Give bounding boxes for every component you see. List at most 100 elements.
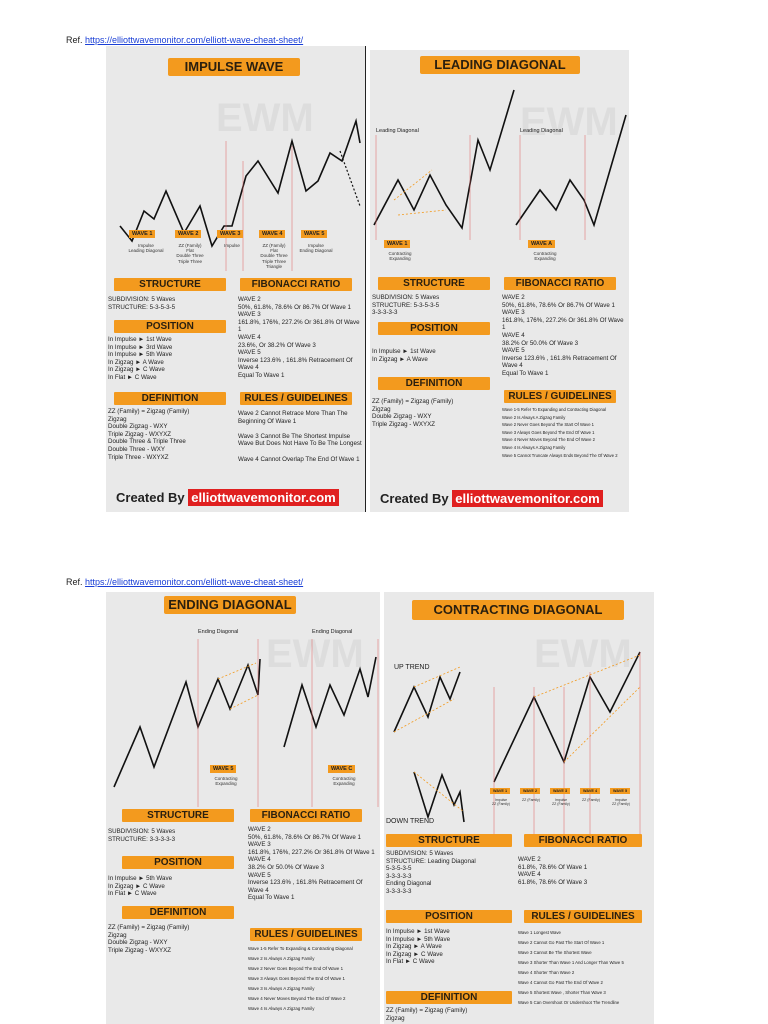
wave-sub: Impulse ZZ (Family): [552, 798, 570, 806]
leading-diagonal-panel: EWM LEADING DIAGONAL Leading Diagonal Le…: [370, 50, 629, 512]
ref-link[interactable]: https://elliottwavemonitor.com/elliott-w…: [85, 35, 304, 45]
chart-title: Ending Diagonal: [198, 629, 239, 635]
watermark: EWM: [266, 632, 364, 676]
rules-heading: RULES / GUIDELINES: [240, 392, 352, 405]
watermark: EWM: [534, 632, 632, 676]
position-heading: POSITION: [378, 322, 490, 335]
created-by: Created By elliottwavemonitor.com: [116, 489, 339, 506]
wave-label: WAVE 3: [217, 230, 244, 238]
definition-text: ZZ (Family) = Zigzag (Family) Zigzag Dou…: [372, 398, 454, 428]
reference-line: Ref. https://elliottwavemonitor.com/elli…: [66, 35, 303, 45]
rules-text: Wave 1-5 Refer To Expanding & Contractin…: [248, 946, 353, 1011]
wave-label: WAVE 3: [550, 788, 571, 794]
up-trend-label: UP TREND: [394, 664, 430, 671]
down-trend-label: DOWN TREND: [386, 818, 435, 825]
wave-sub: ZZ (Family): [522, 798, 540, 802]
definition-heading: DEFINITION: [378, 377, 490, 390]
wave-label: WAVE A: [528, 240, 556, 248]
fib-text: WAVE 2 50%, 61.8%, 78.6% Or 86.7% Of Wav…: [238, 296, 360, 379]
wave-label: WAVE 5: [301, 230, 328, 238]
rules-text: Wave 2 Cannot Retrace More Than The Begi…: [238, 410, 362, 463]
structure-text: SUBDIVISION: 5 Waves STRUCTURE: 5-3-5-3-…: [108, 296, 176, 311]
structure-text: SUBDIVISION: 5 Waves STRUCTURE: 3-3-3-3-…: [108, 828, 176, 843]
wave-label: WAVE 1: [384, 240, 411, 248]
rules-text: Wave 1-5 Refer To Expanding and Contract…: [502, 407, 618, 458]
ref-label: Ref.: [66, 35, 83, 45]
watermark: EWM: [520, 100, 618, 144]
position-text: In Impulse ► 1st Wave In Zigzag ► A Wave: [372, 348, 436, 363]
definition-text: ZZ (Family) = Zigzag (Family) Zigzag: [386, 1007, 468, 1022]
chart-title: Leading Diagonal: [520, 128, 563, 134]
position-text: In Impulse ► 5th Wave In Zigzag ► C Wave…: [108, 875, 173, 898]
wave-label: WAVE 2: [520, 788, 541, 794]
ending-diagonal-panel: EWM ENDING DIAGONAL Ending Diagonal Endi…: [106, 592, 380, 1024]
structure-heading: STRUCTURE: [114, 278, 226, 291]
structure-heading: STRUCTURE: [378, 277, 490, 290]
wave-label: WAVE 4: [259, 230, 286, 238]
wave-sub: Contracting Expanding: [533, 251, 557, 262]
wave-sub: Impulse Leading Diagonal: [128, 243, 164, 254]
wave-sub: Impulse ZZ (Family): [612, 798, 630, 806]
definition-heading: DEFINITION: [122, 906, 234, 919]
impulse-wave-panel: EWM IMPULSE WAVE WAVE 1 WAVE 2 WAVE 3 WA…: [106, 46, 365, 512]
chart-title: Leading Diagonal: [376, 128, 419, 134]
wave-label: WAVE 1: [490, 788, 511, 794]
definition-text: ZZ (Family) = Zigzag (Family) Zigzag Dou…: [108, 924, 190, 954]
definition-heading: DEFINITION: [386, 991, 512, 1004]
position-text: In Impulse ► 1st Wave In Impulse ► 5th W…: [386, 928, 451, 966]
contracting-diagonal-chart: [393, 651, 641, 837]
fib-heading: FIBONACCI RATIO: [504, 277, 616, 290]
wave-sub: ZZ (Family): [582, 798, 600, 802]
wave-label: WAVE 4: [580, 788, 601, 794]
wave-sub: Contracting Expanding: [214, 776, 238, 787]
ref-label: Ref.: [66, 577, 83, 587]
panel-divider: [365, 46, 366, 512]
panel-title: CONTRACTING DIAGONAL: [412, 600, 624, 620]
definition-heading: DEFINITION: [114, 392, 226, 405]
wave-label: WAVE 5: [210, 765, 237, 773]
site-badge: elliottwavemonitor.com: [188, 489, 339, 506]
fib-text: WAVE 2 61.8%, 78.6% Of Wave 1 WAVE 4 61.…: [518, 856, 588, 886]
leading-diagonal-chart: [373, 89, 627, 240]
rules-heading: RULES / GUIDELINES: [524, 910, 642, 923]
wave-label: WAVE C: [328, 765, 356, 773]
reference-line: Ref. https://elliottwavemonitor.com/elli…: [66, 577, 303, 587]
wave-label: WAVE 5: [610, 788, 631, 794]
wave-sub: Impulse Ending Diagonal: [299, 243, 333, 254]
panel-title: IMPULSE WAVE: [168, 58, 300, 76]
position-text: In Impulse ► 1st Wave In Impulse ► 3rd W…: [108, 336, 173, 381]
ref-link[interactable]: https://elliottwavemonitor.com/elliott-w…: [85, 577, 304, 587]
wave-sub: Contracting Expanding: [388, 251, 412, 262]
structure-heading: STRUCTURE: [386, 834, 512, 847]
panel-title: ENDING DIAGONAL: [164, 596, 296, 614]
watermark: EWM: [216, 96, 314, 140]
created-by: Created By elliottwavemonitor.com: [380, 490, 603, 507]
wave-sub: ZZ (Family) Flat Double Three Triple Thr…: [260, 243, 288, 269]
wave-label: WAVE 2: [175, 230, 202, 238]
position-heading: POSITION: [114, 320, 226, 333]
wave-sub: Impulse ZZ (Family): [492, 798, 510, 806]
fib-heading: FIBONACCI RATIO: [250, 809, 362, 822]
definition-text: ZZ (Family) = Zigzag (Family) Zigzag Dou…: [108, 408, 190, 461]
rules-heading: RULES / GUIDELINES: [250, 928, 362, 941]
rules-heading: RULES / GUIDELINES: [504, 390, 616, 403]
fib-heading: FIBONACCI RATIO: [240, 278, 352, 291]
fib-heading: FIBONACCI RATIO: [524, 834, 642, 847]
fib-text: WAVE 2 50%, 61.8%, 78.6% Or 86.7% Of Wav…: [248, 826, 375, 902]
wave-sub: Contracting Expanding: [332, 776, 356, 787]
wave-sub: Impulse: [224, 243, 240, 248]
fib-text: WAVE 2 50%, 61.8%, 78.6% Or 86.7% Of Wav…: [502, 294, 624, 377]
panel-title: LEADING DIAGONAL: [420, 56, 580, 74]
rules-text: Wave 1 Longest Wave Wave 2 Cannot Go Pas…: [518, 930, 624, 1005]
position-heading: POSITION: [122, 856, 234, 869]
structure-heading: STRUCTURE: [122, 809, 234, 822]
structure-text: SUBDIVISION: 5 Waves STRUCTURE: 5-3-5-3-…: [372, 294, 440, 317]
created-label: Created By: [380, 491, 449, 506]
created-label: Created By: [116, 490, 185, 505]
impulse-wave-chart: [119, 117, 361, 271]
ending-diagonal-chart: [113, 639, 379, 807]
position-heading: POSITION: [386, 910, 512, 923]
wave-sub: ZZ (Family) Flat Double Three Triple Thr…: [176, 243, 204, 264]
wave-label: WAVE 1: [129, 230, 156, 238]
site-badge: elliottwavemonitor.com: [452, 490, 603, 507]
